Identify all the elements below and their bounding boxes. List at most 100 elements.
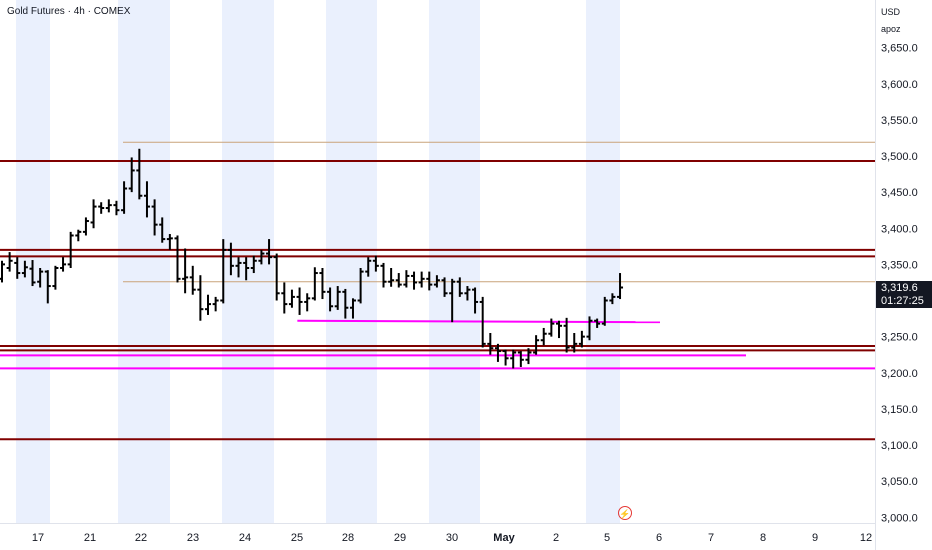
ohlc-bar [128,157,135,193]
price-tick-label: 3,500.0 [881,151,918,163]
lightning-circle-icon[interactable]: ⚡ [618,506,632,520]
currency-label[interactable]: USD [881,7,901,17]
ohlc-bar [380,262,387,288]
ohlc-bar [517,351,524,367]
ohlc-bar [90,199,97,229]
last-price-badge: 3,319.6 01:27:25 [876,281,932,308]
ohlc-bar [441,277,448,297]
ohlc-bar [372,255,379,272]
ohlc-bar [143,181,150,218]
ohlc-bar [197,275,204,321]
ohlc-bar [311,267,318,301]
ohlc-bar [121,181,128,214]
ohlc-bar [250,255,257,274]
ohlc-bar [220,239,227,304]
ohlc-bar [327,287,334,312]
time-tick-label: 9 [812,532,818,544]
ohlc-bar [395,273,402,288]
time-tick-label: 22 [135,532,147,544]
price-axis[interactable]: 3,000.0 3,050.0 3,100.0 3,150.0 3,200.0 3,250… [881,43,918,525]
ohlc-bar [357,267,364,304]
ohlc-bar [212,296,219,312]
ohlc-bar [403,270,410,288]
ohlc-bar [75,229,82,242]
time-tick-label: 12 [860,532,872,544]
bar-countdown: 01:27:25 [881,295,924,307]
ohlc-bar [533,335,540,355]
time-tick-label: 23 [187,532,199,544]
price-tick-label: 3,250.0 [881,332,918,344]
time-tick-label: 30 [446,532,458,544]
ohlc-bar [235,257,242,278]
ohlc-bar [82,217,89,236]
ohlc-bar [113,200,120,216]
ohlc-bar [365,257,372,277]
candles [0,148,624,369]
time-tick-label: 6 [656,532,662,544]
time-tick-label: 21 [84,532,96,544]
ohlc-bar [594,318,601,328]
time-tick-label: 2 [553,532,559,544]
ohlc-bar [304,293,311,312]
time-tick-label: 17 [32,532,44,544]
time-tick-label: 29 [394,532,406,544]
session-band [586,0,620,523]
session-band [429,0,480,523]
price-tick-label: 3,650.0 [881,43,918,55]
ohlc-bar [0,260,5,283]
ohlc-bar [342,288,349,319]
ohlc-bar [243,257,250,281]
ohlc-bar [464,286,471,301]
ohlc-bar [182,248,189,294]
ohlc-bar [510,349,517,369]
ohlc-bar [586,316,593,341]
ohlc-bar [540,327,547,346]
ohlc-bar [479,296,486,348]
ohlc-bar [319,267,326,300]
ohlc-bar [174,235,181,283]
ohlc-bar [609,293,616,305]
ohlc-bar [578,330,585,348]
ohlc-bar [494,343,501,362]
ohlc-bar [98,202,105,214]
ohlc-bar [563,317,570,353]
scale-mode-label[interactable]: apoz [881,24,901,34]
ohlc-bar [617,273,624,300]
price-tick-label: 3,600.0 [881,79,918,91]
ohlc-bar [334,286,341,310]
ohlc-bar [29,260,36,287]
ohlc-bar [555,320,562,339]
ohlc-bar [60,257,67,272]
ohlc-bar [67,231,74,268]
ohlc-bar [281,282,288,314]
session-band [222,0,274,523]
last-price-value: 3,319.6 [881,282,918,294]
price-tick-label: 3,200.0 [881,368,918,380]
ohlc-bar [159,217,166,243]
ohlc-bar [151,199,158,236]
price-tick-label: 3,350.0 [881,259,918,271]
ohlc-bar [525,348,532,365]
ohlc-bar [21,260,28,278]
ohlc-bar [548,318,555,337]
price-tick-label: 3,400.0 [881,223,918,235]
session-shading [16,0,620,523]
ohlc-bar [472,287,479,314]
price-tick-label: 3,000.0 [881,512,918,524]
price-tick-label: 3,100.0 [881,440,918,452]
ohlc-bar [136,148,143,200]
ohlc-bar [502,349,509,366]
ohlc-bar [296,287,303,315]
ohlc-bar [6,252,13,272]
ohlc-bar [105,199,112,213]
ohlc-bar [44,270,51,304]
time-axis[interactable]: 17 21 22 23 24 25 28 29 30 May 2 5 6 7 8 9 12 [32,532,872,544]
ohlc-bar [349,298,356,319]
price-tick-label: 3,150.0 [881,404,918,416]
support-line [297,319,661,324]
ohlc-bar [456,277,463,297]
ohlc-bar [273,253,280,301]
price-tick-label: 3,450.0 [881,187,918,199]
level-lines [0,141,876,441]
